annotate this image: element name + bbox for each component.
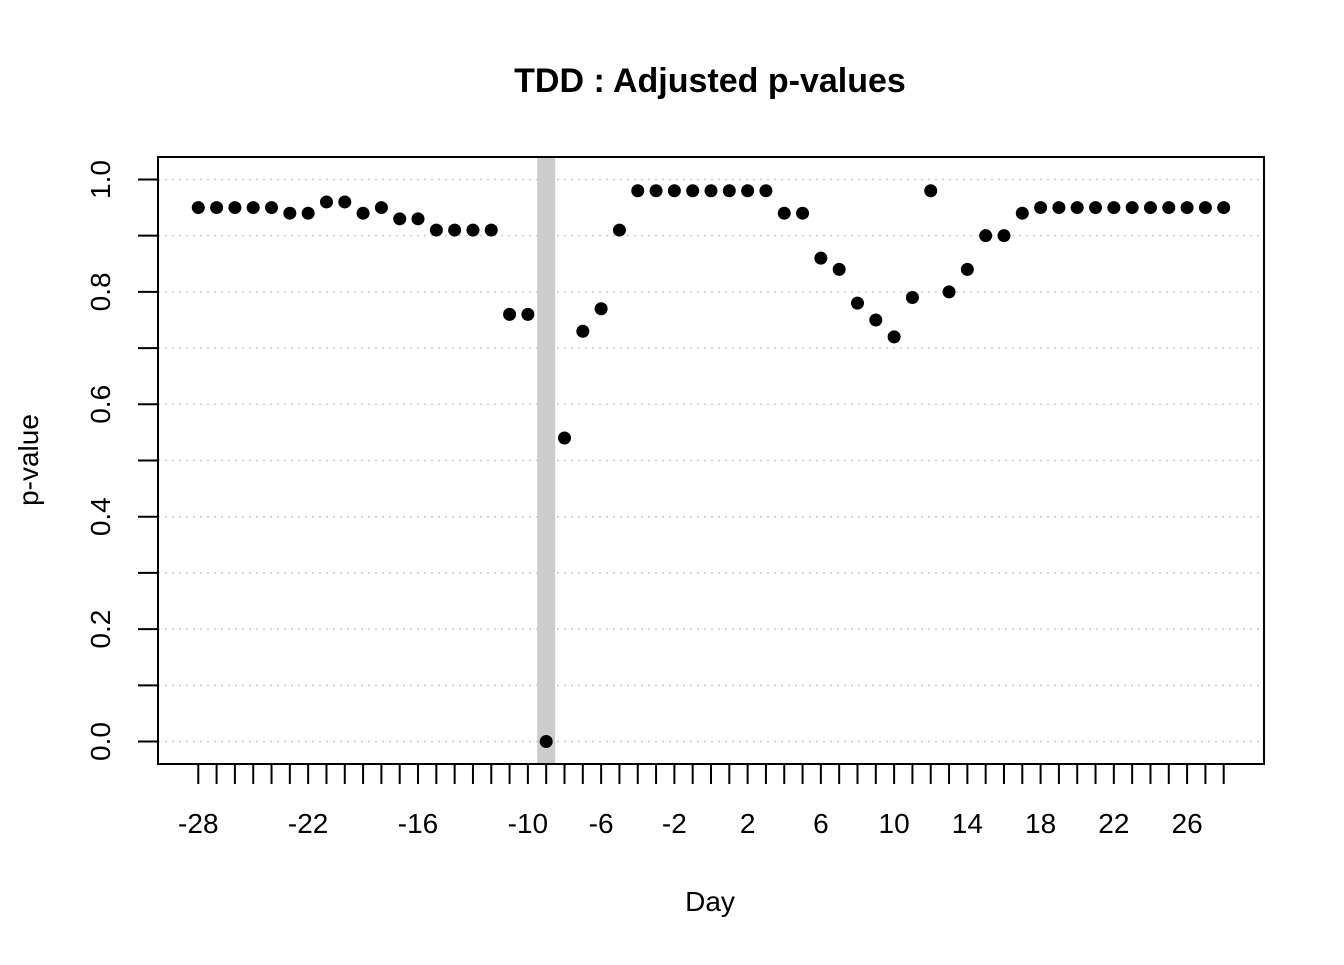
x-tick-label: 26 [1172,808,1203,839]
data-point [411,212,425,226]
y-tick-label: 0.2 [85,610,116,649]
data-point [869,313,883,327]
data-point [1089,201,1103,215]
x-tick-label: -16 [398,808,438,839]
x-tick-label: 2 [740,808,756,839]
data-point [301,206,315,220]
data-point [393,212,407,226]
data-point [1070,201,1084,215]
y-tick-label: 0.0 [85,722,116,761]
x-tick-label: -2 [662,808,687,839]
data-point [594,302,608,316]
x-tick-label: -22 [288,808,328,839]
data-point [319,195,333,209]
data-point [374,201,388,215]
gridlines [158,178,1264,743]
x-axis: -28 -22 -16 -10 -6 -2 2 6 10 14 18 22 26 [178,763,1225,839]
highlight-band-layer [537,158,556,763]
x-tick-label: 18 [1025,808,1056,839]
data-point [832,262,846,276]
data-point [704,184,718,198]
data-point [1217,201,1231,215]
y-axis-label: p-value [13,414,44,506]
data-point [283,206,297,220]
data-point [265,201,279,215]
data-point [1162,201,1176,215]
data-point [1198,201,1212,215]
data-point [887,330,901,344]
data-point [576,324,590,338]
x-tick-label: 22 [1098,808,1129,839]
data-point [631,184,645,198]
y-tick-label: 0.8 [85,272,116,311]
data-point [1015,206,1029,220]
data-point [338,195,352,209]
data-point [942,285,956,299]
data-point [960,262,974,276]
data-point [850,296,864,310]
x-axis-label: Day [685,886,735,917]
data-point [759,184,773,198]
data-point [1034,201,1048,215]
x-tick-label: 6 [813,808,829,839]
x-tick-label: 10 [879,808,910,839]
data-point [228,201,242,215]
data-point [1143,201,1157,215]
data-point [1052,201,1066,215]
data-point [905,291,919,305]
data-point [777,206,791,220]
data-point [539,735,553,749]
data-point [246,201,260,215]
y-axis: 0.0 0.2 0.4 0.6 0.8 1.0 [85,160,159,761]
data-point [356,206,370,220]
data-point [649,184,663,198]
data-point [667,184,681,198]
data-point [210,201,224,215]
data-point [191,201,205,215]
data-point [924,184,938,198]
data-point [686,184,700,198]
y-tick-label: 1.0 [85,160,116,199]
data-point [1125,201,1139,215]
data-point [1180,201,1194,215]
data-points [191,184,1231,749]
data-point [979,229,993,243]
y-tick-label: 0.6 [85,385,116,424]
chart-title: TDD : Adjusted p-values [514,62,906,100]
data-point [521,307,535,321]
highlight-band [537,158,556,763]
data-point [814,251,828,265]
data-point [484,223,498,237]
x-tick-label: -10 [508,808,548,839]
data-point [429,223,443,237]
x-tick-label: 14 [952,808,983,839]
y-tick-label: 0.4 [85,497,116,536]
data-point [796,206,810,220]
data-point [722,184,736,198]
x-tick-label: -6 [589,808,614,839]
data-point [466,223,480,237]
x-tick-label: -28 [178,808,218,839]
data-point [741,184,755,198]
data-point [503,307,517,321]
data-point [1107,201,1121,215]
data-point [558,431,572,445]
data-point [997,229,1011,243]
data-point [448,223,462,237]
data-point [612,223,626,237]
